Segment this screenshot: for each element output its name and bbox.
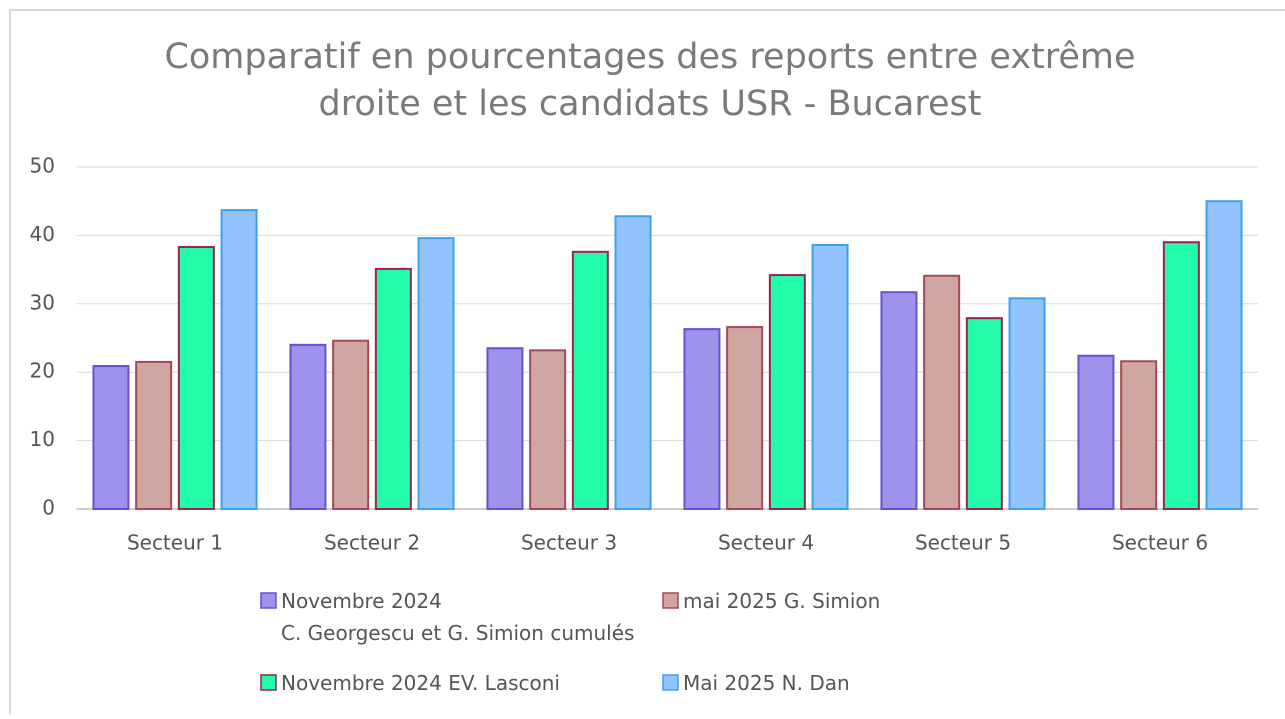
chart-title: droite et les candidats USR - Bucarest: [319, 84, 982, 124]
bar: [880, 291, 918, 510]
bar: [1008, 297, 1046, 510]
legend-label-box: Mai 2025 N. Dan: [683, 671, 850, 695]
legend-label: Novembre 2024 EV. Lasconi: [281, 671, 560, 695]
bar: [529, 349, 567, 511]
bar: [683, 328, 721, 510]
x-tick-label: Secteur 1: [127, 531, 223, 555]
legend-swatch: [662, 674, 679, 691]
legend-swatch: [260, 592, 277, 609]
bar: [965, 317, 1003, 510]
bar: [135, 360, 173, 510]
x-tick-label: Secteur 4: [718, 531, 814, 555]
y-tick-label: 30: [30, 290, 55, 314]
y-tick-label: 40: [30, 222, 55, 246]
x-tick-label: Secteur 3: [521, 531, 617, 555]
bar: [726, 326, 764, 510]
legend-label: mai 2025 G. Simion: [683, 589, 881, 613]
bar: [1120, 360, 1158, 511]
x-tick-label: Secteur 6: [1112, 531, 1208, 555]
legend-label-box: Novembre 2024 EV. Lasconi: [281, 671, 560, 695]
bar: [417, 237, 455, 511]
bar: [1077, 354, 1115, 510]
bar: [374, 267, 412, 510]
bar: [1205, 200, 1243, 510]
legend-label-box: mai 2025 G. Simion: [683, 589, 881, 613]
x-tick-label: Secteur 2: [324, 531, 420, 555]
bar: [220, 209, 258, 510]
legend-label-box: Novembre 2024 C. Georgescu et G. Simion …: [281, 589, 635, 645]
bar: [92, 365, 130, 510]
bar: [614, 215, 652, 511]
bar: [768, 274, 806, 510]
bar: [1162, 241, 1200, 511]
x-tick-label: Secteur 5: [915, 531, 1011, 555]
bar: [571, 250, 609, 510]
bar: [177, 246, 215, 510]
legend-label: Novembre 2024 C. Georgescu et G. Simion …: [281, 589, 635, 645]
y-tick-label: 50: [30, 154, 55, 178]
bar: [332, 339, 370, 510]
y-tick-label: 0: [42, 496, 55, 520]
y-tick-label: 20: [30, 359, 55, 383]
bar: [289, 343, 327, 510]
legend-swatch: [260, 674, 277, 691]
chart-title: Comparatif en pourcentages des reports e…: [164, 37, 1135, 77]
y-tick-label: 10: [30, 427, 55, 451]
bar: [811, 243, 849, 510]
bar: [486, 347, 524, 511]
legend-label: Mai 2025 N. Dan: [683, 671, 850, 695]
bar: [923, 274, 961, 511]
legend-swatch: [662, 592, 679, 609]
